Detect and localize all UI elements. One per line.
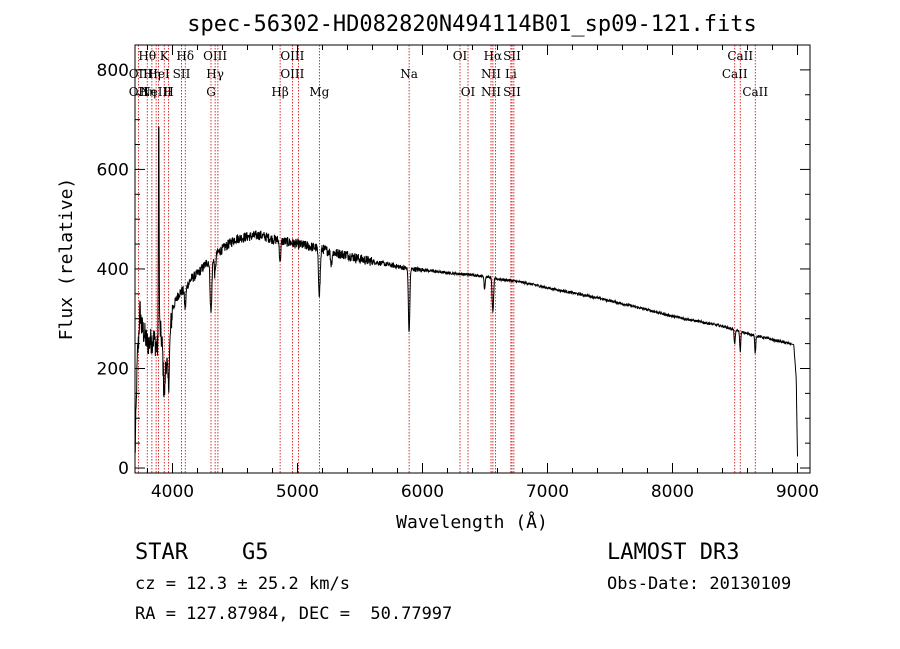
- line-marker-label: Hβ: [271, 85, 288, 99]
- line-marker-label: Hη: [143, 67, 161, 81]
- line-marker-label: Hθ: [138, 49, 156, 63]
- line-marker-label: OI: [461, 85, 476, 99]
- y-axis-ticks: 0 200 400 600 800: [97, 44, 810, 479]
- line-marker-label: Na: [400, 67, 418, 81]
- y-tick-label: 400: [97, 260, 129, 280]
- line-marker-label: NII: [481, 85, 501, 99]
- x-tick-label: 5000: [276, 482, 319, 502]
- x-tick-label: 8000: [651, 482, 694, 502]
- object-class: STAR: [135, 540, 188, 565]
- x-axis-ticks: 4000 5000 6000 7000 8000 9000: [147, 45, 819, 502]
- x-tick-label: 4000: [151, 482, 194, 502]
- line-marker-label: Li: [505, 67, 517, 81]
- line-marker-label: Hδ: [176, 49, 194, 63]
- x-tick-label: 9000: [776, 482, 819, 502]
- line-marker-label: HeI: [147, 67, 170, 81]
- plot-frame: [134, 44, 811, 474]
- line-marker-label: SII: [503, 49, 521, 63]
- line-marker-label: SII: [173, 67, 191, 81]
- x-tick-label: 7000: [526, 482, 569, 502]
- chart-title: spec-56302-HD082820N494114B01_sp09-121.f…: [187, 12, 757, 37]
- line-marker-label: OIII: [280, 49, 304, 63]
- line-marker-label: H: [163, 85, 173, 99]
- line-marker-label: CaII: [722, 67, 748, 81]
- line-marker-label: SII: [503, 85, 521, 99]
- line-marker-labels: OIIOIIHθHηHηNeIIIHeIKHSIIHδGOIIIHγHβOIII…: [129, 49, 769, 99]
- line-marker-label: Hη: [138, 85, 156, 99]
- x-axis-label: Wavelength (Å): [396, 511, 548, 533]
- y-tick-label: 200: [97, 359, 129, 379]
- line-marker-label: CaII: [727, 49, 753, 63]
- line-marker-label: OII: [129, 85, 149, 99]
- line-marker-label: OII: [129, 67, 149, 81]
- line-markers: [137, 45, 756, 473]
- object-subclass: G5: [242, 540, 269, 565]
- line-marker-label: OI: [453, 49, 468, 63]
- line-marker-label: NII: [481, 67, 501, 81]
- spectrum-line: [134, 126, 798, 457]
- line-marker-label: G: [206, 85, 216, 99]
- line-marker-label: OIII: [203, 49, 227, 63]
- y-tick-label: 800: [97, 61, 129, 81]
- x-tick-label: 6000: [401, 482, 444, 502]
- line-marker-label: K: [160, 49, 170, 63]
- line-marker-label: Hα: [484, 49, 503, 63]
- survey-name: LAMOST DR3: [607, 540, 740, 565]
- redshift-readout: cz = 12.3 ± 25.2 km/s: [135, 574, 350, 594]
- line-marker-label: Hγ: [206, 67, 224, 81]
- y-axis-label: Flux (relative): [56, 178, 77, 341]
- y-tick-label: 0: [118, 459, 129, 479]
- y-tick-label: 600: [97, 160, 129, 180]
- line-marker-label: NeIII: [140, 85, 172, 99]
- line-marker-label: Mg: [309, 85, 329, 99]
- line-marker-label: CaII: [742, 85, 768, 99]
- observation-date: Obs-Date: 20130109: [607, 574, 792, 594]
- line-marker-label: OIII: [280, 67, 304, 81]
- coordinates-readout: RA = 127.87984, DEC = 50.77997: [135, 604, 453, 624]
